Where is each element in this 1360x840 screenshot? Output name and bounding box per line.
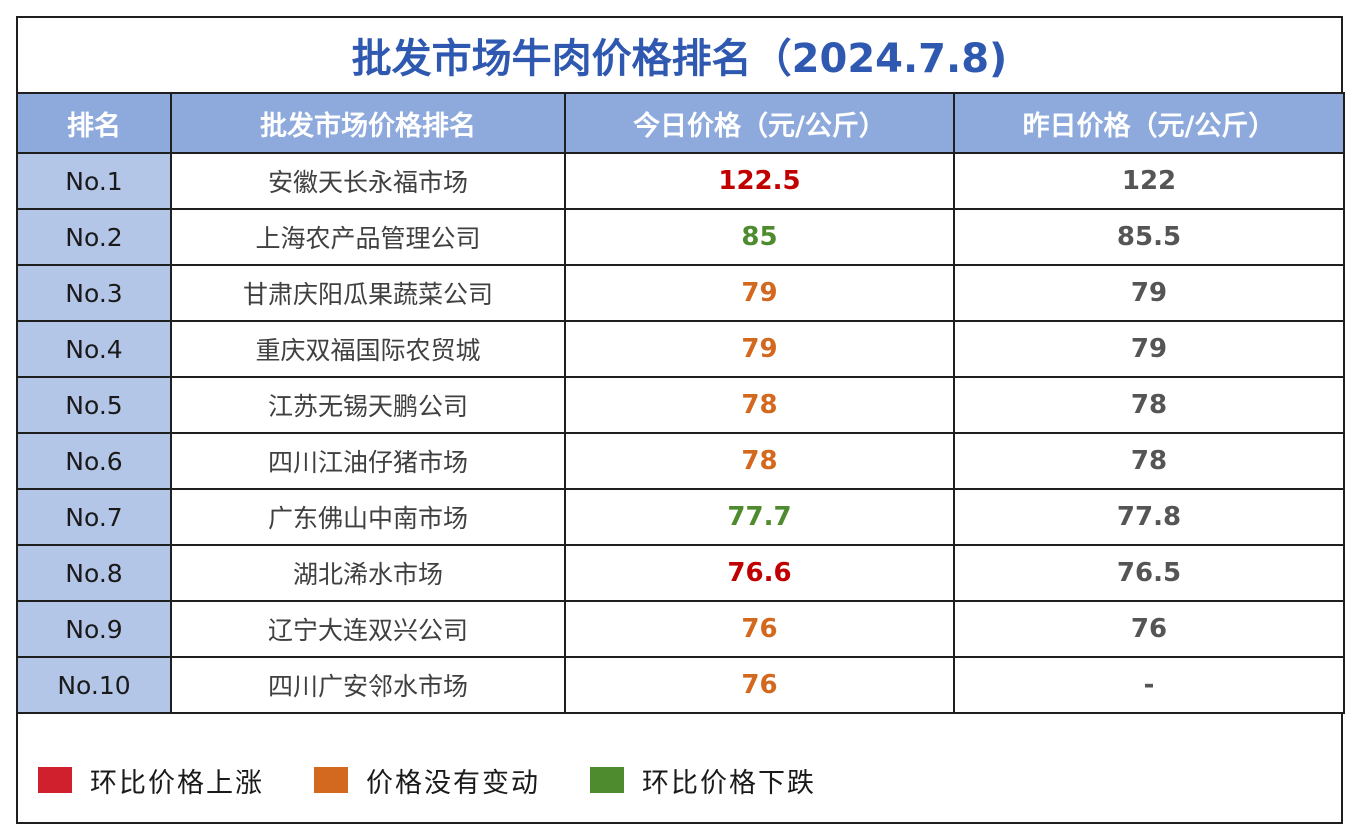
column-header-today: 今日价格（元/公斤） — [564, 92, 955, 154]
table-row: No.9 辽宁大连双兴公司 76 76 — [16, 600, 1345, 658]
rank-cell: No.6 — [16, 432, 172, 490]
table-row: No.7 广东佛山中南市场 77.7 77.8 — [16, 488, 1345, 546]
today-price-cell: 79 — [564, 264, 955, 322]
table-row: No.5 江苏无锡天鹏公司 78 78 — [16, 376, 1345, 434]
yesterday-price-cell: 76 — [953, 600, 1345, 658]
table-header-row: 排名 批发市场价格排名 今日价格（元/公斤） 昨日价格（元/公斤） — [16, 92, 1345, 154]
rank-cell: No.4 — [16, 320, 172, 378]
yesterday-price-cell: 79 — [953, 264, 1345, 322]
market-name-cell: 安徽天长永福市场 — [170, 152, 566, 210]
legend: 环比价格上涨 价格没有变动 环比价格下跌 — [16, 752, 1343, 808]
legend-item: 价格没有变动 — [314, 761, 540, 800]
legend-item: 环比价格下跌 — [590, 761, 816, 800]
market-name-cell: 重庆双福国际农贸城 — [170, 320, 566, 378]
market-name-cell: 甘肃庆阳瓜果蔬菜公司 — [170, 264, 566, 322]
rank-cell: No.5 — [16, 376, 172, 434]
today-price-cell: 78 — [564, 432, 955, 490]
market-name-cell: 江苏无锡天鹏公司 — [170, 376, 566, 434]
table-row: No.6 四川江油仔猪市场 78 78 — [16, 432, 1345, 490]
today-price-cell: 85 — [564, 208, 955, 266]
table-row: No.1 安徽天长永福市场 122.5 122 — [16, 152, 1345, 210]
rank-cell: No.7 — [16, 488, 172, 546]
table-row: No.10 四川广安邻水市场 76- — [16, 656, 1345, 714]
rank-cell: No.1 — [16, 152, 172, 210]
today-price-cell: 78 — [564, 376, 955, 434]
price-ranking-table: 排名 批发市场价格排名 今日价格（元/公斤） 昨日价格（元/公斤） No.1 安徽… — [16, 92, 1345, 714]
today-price-cell: 122.5 — [564, 152, 955, 210]
market-name-cell: 四川江油仔猪市场 — [170, 432, 566, 490]
rank-cell: No.2 — [16, 208, 172, 266]
market-name-cell: 广东佛山中南市场 — [170, 488, 566, 546]
yesterday-price-cell: 85.5 — [953, 208, 1345, 266]
yesterday-price-cell: 122 — [953, 152, 1345, 210]
legend-swatch — [38, 767, 72, 793]
today-price-cell: 77.7 — [564, 488, 955, 546]
today-price-cell: 76.6 — [564, 544, 955, 602]
market-name-cell: 辽宁大连双兴公司 — [170, 600, 566, 658]
page-title: 批发市场牛肉价格排名（2024.7.8) — [351, 35, 1008, 82]
rank-cell: No.3 — [16, 264, 172, 322]
yesterday-price-cell: 76.5 — [953, 544, 1345, 602]
legend-label: 价格没有变动 — [366, 767, 540, 799]
table-row: No.3 甘肃庆阳瓜果蔬菜公司 79 79 — [16, 264, 1345, 322]
market-name-cell: 湖北浠水市场 — [170, 544, 566, 602]
today-price-cell: 76 — [564, 656, 955, 714]
column-header-market: 批发市场价格排名 — [170, 92, 566, 154]
column-header-rank: 排名 — [16, 92, 172, 154]
table-row: No.2 上海农产品管理公司 85 85.5 — [16, 208, 1345, 266]
legend-item: 环比价格上涨 — [38, 761, 264, 800]
column-header-yesterday: 昨日价格（元/公斤） — [953, 92, 1345, 154]
legend-swatch — [590, 767, 624, 793]
yesterday-price-cell: 77.8 — [953, 488, 1345, 546]
table-row: No.4 重庆双福国际农贸城 79 79 — [16, 320, 1345, 378]
rank-cell: No.9 — [16, 600, 172, 658]
yesterday-price-cell: - — [953, 656, 1345, 714]
market-name-cell: 上海农产品管理公司 — [170, 208, 566, 266]
yesterday-price-cell: 78 — [953, 376, 1345, 434]
table-row: No.8 湖北浠水市场 76.6 76.5 — [16, 544, 1345, 602]
legend-label: 环比价格下跌 — [642, 767, 816, 799]
yesterday-price-cell: 79 — [953, 320, 1345, 378]
market-name-cell: 四川广安邻水市场 — [170, 656, 566, 714]
legend-label: 环比价格上涨 — [90, 767, 264, 799]
today-price-cell: 76 — [564, 600, 955, 658]
yesterday-price-cell: 78 — [953, 432, 1345, 490]
legend-swatch — [314, 767, 348, 793]
rank-cell: No.10 — [16, 656, 172, 714]
today-price-cell: 79 — [564, 320, 955, 378]
rank-cell: No.8 — [16, 544, 172, 602]
